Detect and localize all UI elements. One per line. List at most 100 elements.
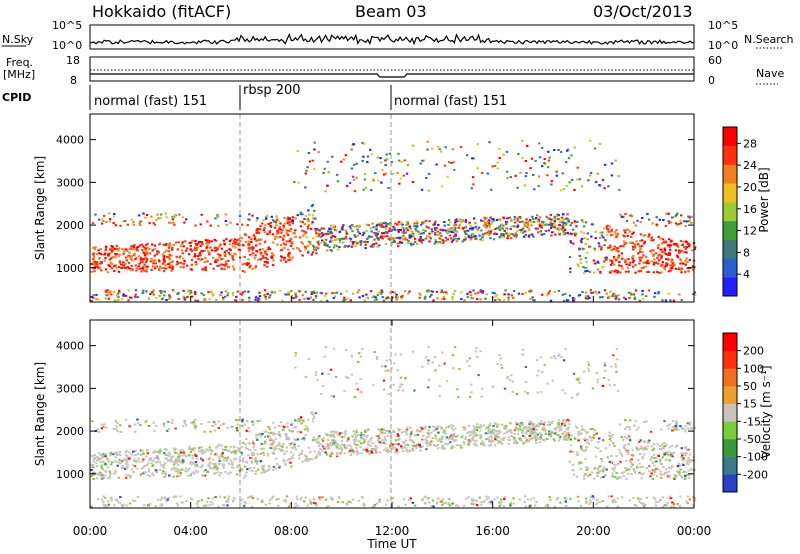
range-gate-cell — [167, 246, 171, 249]
range-gate-cell — [318, 498, 322, 501]
range-gate-cell — [503, 293, 507, 296]
range-gate-cell — [551, 222, 554, 225]
range-gate-cell — [119, 496, 122, 499]
range-gate-cell — [450, 434, 453, 437]
range-gate-cell — [128, 251, 131, 254]
range-gate-cell — [97, 218, 101, 221]
range-gate-cell — [638, 256, 641, 259]
range-gate-cell — [442, 501, 446, 504]
range-gate-cell — [569, 240, 572, 242]
range-gate-cell — [631, 256, 634, 259]
range-gate-cell — [558, 220, 562, 223]
range-gate-cell — [168, 294, 171, 297]
range-gate-cell — [277, 504, 280, 507]
range-gate-cell — [415, 220, 418, 223]
range-gate-cell — [375, 242, 378, 245]
range-gate-cell — [410, 432, 413, 435]
range-gate-cell — [200, 241, 203, 243]
range-gate-cell — [569, 497, 572, 500]
range-gate-cell — [169, 245, 172, 247]
range-gate-cell — [251, 245, 254, 248]
range-gate-cell — [475, 499, 478, 502]
range-gate-cell — [106, 289, 110, 292]
range-gate-cell — [284, 217, 288, 220]
range-gate-cell — [587, 361, 590, 364]
range-gate-cell — [485, 495, 488, 498]
range-gate-cell — [681, 462, 685, 465]
range-gate-cell — [652, 496, 656, 499]
range-gate-cell — [523, 495, 527, 498]
range-gate-cell — [352, 163, 356, 166]
range-gate-cell — [447, 425, 451, 428]
range-gate-cell — [686, 462, 689, 465]
range-gate-cell — [628, 499, 631, 502]
range-gate-cell — [372, 384, 375, 387]
range-gate-cell — [495, 233, 498, 236]
range-gate-cell — [666, 424, 670, 427]
range-gate-cell — [487, 222, 490, 225]
range-gate-cell — [295, 295, 298, 298]
range-gate-cell — [653, 258, 656, 261]
range-gate-cell — [271, 233, 275, 236]
range-gate-cell — [628, 459, 632, 462]
range-gate-cell — [242, 457, 245, 460]
range-gate-cell — [622, 240, 626, 243]
range-gate-cell — [145, 253, 148, 256]
range-gate-cell — [449, 441, 452, 444]
range-gate-cell — [630, 454, 634, 456]
range-gate-cell — [227, 495, 231, 498]
range-gate-cell — [361, 295, 365, 297]
range-gate-cell — [632, 454, 635, 457]
range-gate-cell — [102, 495, 105, 498]
range-gate-cell — [274, 235, 277, 238]
range-gate-cell — [322, 385, 325, 388]
range-gate-cell — [399, 177, 402, 180]
range-gate-cell — [384, 503, 388, 506]
range-gate-cell — [467, 443, 470, 446]
range-gate-cell — [205, 239, 208, 242]
range-gate-cell — [434, 232, 437, 235]
range-gate-cell — [441, 498, 445, 501]
range-gate-cell — [211, 424, 215, 427]
range-gate-cell — [302, 437, 305, 440]
range-gate-cell — [528, 420, 531, 423]
range-gate-cell — [525, 432, 528, 435]
range-gate-cell — [426, 431, 429, 434]
range-gate-cell — [384, 235, 387, 238]
range-gate-cell — [686, 502, 689, 505]
range-gate-cell — [271, 264, 275, 267]
range-gate-cell — [679, 240, 683, 243]
range-gate-cell — [576, 263, 580, 266]
range-gate-cell — [422, 229, 425, 231]
range-gate-cell — [365, 229, 368, 232]
range-gate-cell — [684, 430, 687, 433]
range-gate-cell — [533, 432, 536, 435]
range-gate-cell — [175, 255, 178, 258]
range-gate-cell — [498, 148, 501, 151]
range-gate-cell — [174, 457, 178, 460]
range-gate-cell — [198, 251, 202, 254]
range-gate-cell — [283, 460, 286, 463]
range-gate-cell — [556, 426, 559, 429]
range-gate-cell — [354, 434, 357, 437]
range-gate-cell — [362, 434, 365, 437]
range-gate-cell — [144, 244, 148, 247]
range-gate-cell — [132, 499, 135, 502]
range-gate-cell — [442, 240, 445, 243]
colorbar-segment — [723, 277, 737, 297]
range-gate-cell — [610, 436, 613, 439]
range-gate-cell — [538, 175, 541, 178]
range-gate-cell — [464, 427, 467, 430]
range-gate-cell — [217, 224, 220, 227]
range-gate-cell — [234, 243, 237, 246]
range-gate-cell — [330, 239, 333, 242]
range-gate-cell — [313, 249, 317, 252]
range-gate-cell — [382, 173, 386, 176]
range-gate-cell — [282, 499, 286, 502]
range-gate-cell — [229, 445, 233, 448]
range-gate-cell — [459, 444, 463, 447]
range-gate-cell — [189, 474, 193, 477]
range-gate-cell — [278, 225, 281, 228]
range-gate-cell — [573, 232, 576, 235]
range-gate-cell — [258, 291, 261, 294]
